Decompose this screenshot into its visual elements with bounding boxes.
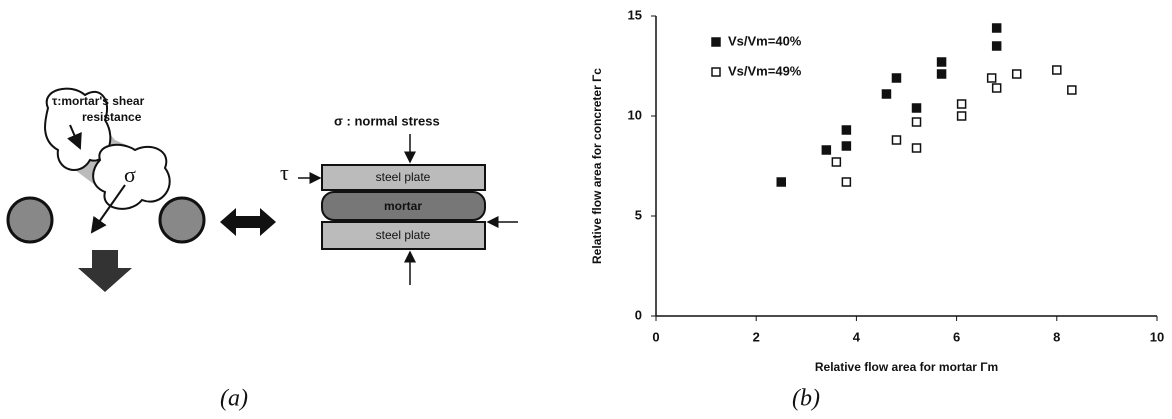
y-tick-label: 5 — [635, 207, 642, 222]
point — [958, 100, 966, 108]
point — [822, 146, 830, 154]
point — [842, 126, 850, 134]
point — [842, 142, 850, 150]
y-axis-label: Relative flow area for concreter Γc — [590, 68, 604, 264]
point — [993, 84, 1001, 92]
sigma: σ — [124, 162, 136, 187]
plate-label: steel plate — [376, 228, 431, 242]
legend-label: Vs/Vm=49% — [728, 63, 802, 78]
point — [777, 178, 785, 186]
double-arrow — [220, 208, 276, 236]
point — [938, 70, 946, 78]
point — [892, 136, 900, 144]
legend-label: Vs/Vm=40% — [728, 33, 802, 48]
figure: τ:mortar's shear resistance σ σ : normal… — [0, 0, 1172, 419]
particle — [160, 198, 204, 242]
x-tick-label: 4 — [853, 329, 861, 344]
caption: (a) — [220, 386, 248, 412]
legend-marker — [712, 38, 720, 46]
point — [1068, 86, 1076, 94]
x-axis-label: Relative flow area for mortar Γm — [815, 360, 998, 374]
chart: 0 2 4 6 8 10 0 5 10 15 Relative flow area for mort… — [590, 7, 1164, 374]
point — [988, 74, 996, 82]
shear-label: resistance — [82, 110, 142, 124]
x-tick-label: 0 — [652, 329, 659, 344]
point — [993, 24, 1001, 32]
mortar-label: mortar — [384, 199, 422, 213]
point — [913, 104, 921, 112]
legend-marker — [712, 68, 720, 76]
point — [1013, 70, 1021, 78]
y-tick-label: 15 — [628, 7, 642, 22]
page: {"diagram": {"shear_label": ["τ:mortar's… — [0, 0, 1172, 419]
point — [832, 158, 840, 166]
point — [1053, 66, 1061, 74]
normal-stress-label: σ : normal stress — [334, 113, 440, 128]
point — [882, 90, 890, 98]
point — [842, 178, 850, 186]
caption: (b) — [792, 386, 820, 412]
particle — [8, 198, 52, 242]
x-tick-label: 8 — [1053, 329, 1060, 344]
point — [892, 74, 900, 82]
tau: τ — [280, 160, 289, 185]
y-tick-label: 10 — [628, 107, 642, 122]
point — [993, 42, 1001, 50]
plate-label: steel plate — [376, 170, 431, 184]
x-tick-label: 6 — [953, 329, 960, 344]
point — [913, 144, 921, 152]
point — [958, 112, 966, 120]
x-tick-label: 10 — [1150, 329, 1164, 344]
down-arrow — [78, 250, 132, 292]
y-tick-label: 0 — [635, 307, 642, 322]
x-tick-label: 2 — [753, 329, 760, 344]
point — [913, 118, 921, 126]
shear-label: τ:mortar's shear — [52, 94, 145, 108]
point — [938, 58, 946, 66]
